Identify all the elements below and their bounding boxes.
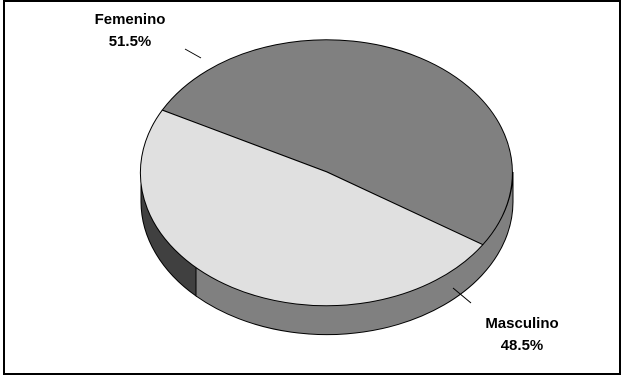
- label-masculino-value: 48.5%: [501, 337, 544, 354]
- label-femenino-name: Femenino: [95, 11, 166, 28]
- label-femenino-value: 51.5%: [109, 33, 152, 50]
- leader-line-masculino: [452, 287, 472, 304]
- chart-frame: Femenino 51.5% Masculino 48.5%: [3, 0, 621, 375]
- pie-chart: Femenino 51.5% Masculino 48.5%: [95, 11, 559, 354]
- slice-masculino: [139, 109, 484, 307]
- label-masculino-name: Masculino: [485, 315, 558, 332]
- leader-line-femenino: [184, 48, 202, 59]
- slice-femenino: [161, 39, 513, 246]
